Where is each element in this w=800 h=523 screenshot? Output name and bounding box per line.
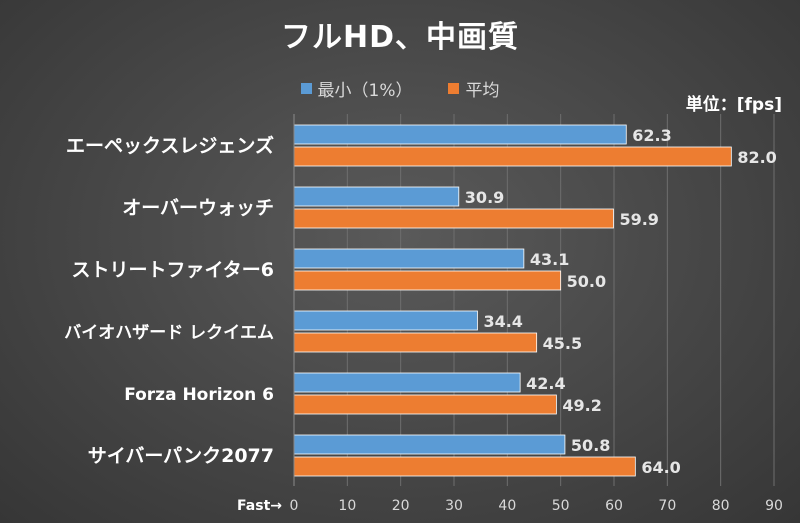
legend-label-avg: 平均: [465, 81, 500, 101]
legend-item-avg: 平均: [448, 76, 499, 101]
x-tick-label-50: 50: [552, 498, 570, 514]
data-label-min-0: 62.3: [632, 126, 671, 145]
data-label-avg-3: 45.5: [543, 334, 582, 353]
data-label-avg-1: 59.9: [619, 210, 658, 229]
x-tick-label-30: 30: [445, 498, 463, 514]
legend-label-min: 最小（1%）: [317, 81, 413, 101]
x-tick-label-90: 90: [765, 498, 783, 514]
category-label-1: オーバーウォッチ: [122, 197, 274, 219]
data-label-avg-5: 64.0: [641, 458, 680, 477]
unit-label: 単位：[fps]: [685, 95, 782, 115]
bar-avg-4: [293, 394, 557, 415]
bar-min-4: [293, 372, 521, 393]
category-label-4: Forza Horizon 6: [124, 385, 274, 405]
axis-prefix-label: Fast→: [237, 498, 282, 514]
bar-min-2: [293, 248, 525, 269]
x-tick-label-80: 80: [712, 498, 730, 514]
x-tick-label-40: 40: [498, 498, 516, 514]
category-label-3: バイオハザード レクイエム: [64, 323, 274, 343]
bar-min-3: [293, 310, 478, 331]
data-label-min-2: 43.1: [530, 250, 569, 269]
category-label-0: エーペックスレジェンズ: [66, 134, 274, 157]
legend-swatch-min: [300, 83, 312, 94]
bar-avg-0: [293, 146, 732, 167]
x-tick-label-20: 20: [392, 498, 410, 514]
x-tick-label-10: 10: [338, 498, 356, 514]
data-label-avg-0: 82.0: [737, 148, 776, 167]
x-tick-label-60: 60: [605, 498, 623, 514]
bar-min-1: [293, 186, 460, 207]
bar-avg-5: [293, 456, 636, 477]
legend: 最小（1%） 平均: [0, 76, 800, 101]
chart-title: フルHD、中画質: [280, 20, 519, 55]
legend-item-min: 最小（1%）: [300, 76, 413, 101]
data-label-avg-4: 49.2: [562, 396, 601, 415]
bar-min-0: [293, 124, 627, 145]
category-label-2: ストリートファイター6: [72, 259, 274, 281]
data-label-min-3: 34.4: [483, 312, 522, 331]
data-label-min-1: 30.9: [465, 188, 504, 207]
x-tick-label-70: 70: [658, 498, 676, 514]
data-label-min-4: 42.4: [526, 374, 565, 393]
x-tick-label-0: 0: [290, 498, 299, 514]
data-label-avg-2: 50.0: [567, 272, 606, 291]
bar-avg-3: [293, 332, 538, 353]
legend-swatch-avg: [448, 83, 460, 94]
bar-min-5: [293, 434, 566, 455]
bar-avg-2: [293, 270, 562, 291]
bar-avg-1: [293, 208, 614, 229]
data-label-min-5: 50.8: [571, 436, 610, 455]
category-label-5: サイバーパンク2077: [88, 445, 274, 467]
